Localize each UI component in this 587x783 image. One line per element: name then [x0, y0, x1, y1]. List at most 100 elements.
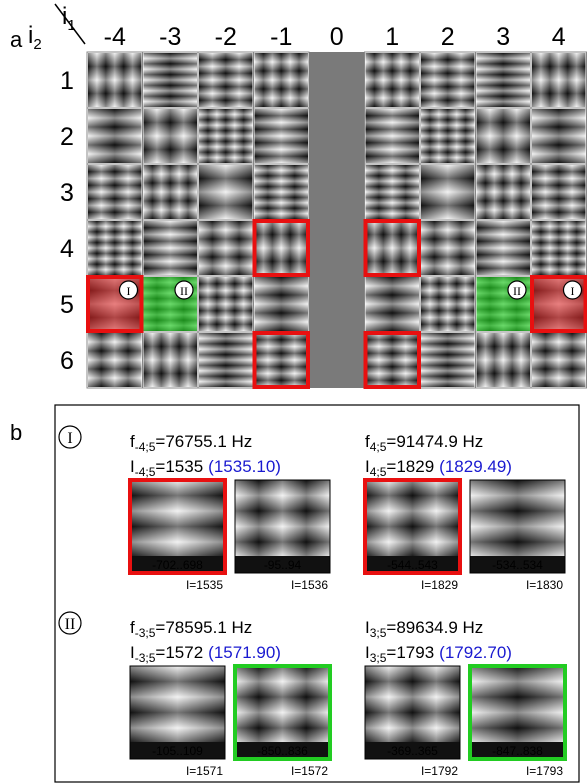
image-cell-shade	[144, 53, 198, 107]
marker-label: II	[180, 284, 188, 298]
column-label: -3	[159, 23, 181, 51]
image-cell-shade	[255, 333, 309, 387]
image-cell-shade	[366, 333, 420, 387]
center-cell	[309, 220, 365, 276]
frequency-value: =78595.1 Hz	[155, 618, 252, 637]
column-label: 4	[552, 23, 566, 51]
image-cell-shade	[532, 221, 586, 275]
image-cell-shade	[366, 53, 420, 107]
image-index: I=1829	[421, 578, 458, 592]
image-cell-shade	[144, 165, 198, 219]
frequency-value: =76755.1 Hz	[155, 432, 252, 451]
image-cell-shade	[88, 333, 142, 387]
image-cell-shade	[477, 53, 531, 107]
image-cell-shade	[366, 277, 420, 331]
marker-label: I	[127, 284, 131, 298]
image-cell-shade	[532, 109, 586, 163]
image-cell-shade	[366, 109, 420, 163]
marker-label: I	[571, 284, 575, 298]
column-label: 0	[330, 23, 344, 51]
center-cell	[309, 52, 365, 108]
image-cell-shade	[199, 109, 253, 163]
row-label: 2	[60, 123, 74, 151]
frequency-line: I3;5=89634.9 Hz	[365, 618, 483, 640]
index-line: I3;5=1793(1792.70)	[365, 643, 512, 665]
image-index: I=1535	[186, 578, 223, 592]
image-cell-shade	[477, 165, 531, 219]
image-cell-shade	[199, 53, 253, 107]
image-cell-shade	[421, 221, 475, 275]
frequency-line: f-3;5=78595.1 Hz	[130, 618, 252, 640]
image-cell-shade	[255, 53, 309, 107]
range-label: -850..836	[257, 744, 308, 758]
frequency-line: f4;5=91474.9 Hz	[365, 432, 483, 454]
figure: a i1 i2 b -4-3-2-101234123456IIIIIIIf-4;…	[0, 0, 587, 783]
panel-label: b	[10, 420, 22, 445]
range-label: -369..365	[387, 744, 438, 758]
frequency-sub: -4;5	[135, 440, 156, 454]
image-cell-shade	[199, 221, 253, 275]
index-sub: 3;5	[370, 651, 387, 665]
index-value: =1829	[386, 457, 434, 476]
marker-label: II	[65, 616, 76, 633]
image-cell-shade	[421, 277, 475, 331]
row-label: 3	[60, 179, 74, 207]
image-cell-shade	[255, 109, 309, 163]
index-value: =1793	[386, 643, 434, 662]
frequency-line: f-4;5=76755.1 Hz	[130, 432, 252, 454]
image-cell-shade	[477, 109, 531, 163]
image-cell-shade	[255, 221, 309, 275]
image-cell-shade	[421, 53, 475, 107]
marker-label: II	[513, 284, 521, 298]
index-sub: -4;5	[135, 465, 156, 479]
image-cell-shade	[199, 165, 253, 219]
image-cell-shade	[88, 53, 142, 107]
image-index: I=1793	[526, 764, 563, 778]
image-index: I=1792	[421, 764, 458, 778]
image-cell-shade	[144, 221, 198, 275]
index-line: I-3;5=1572(1571.90)	[130, 643, 281, 665]
range-label: -847..838	[492, 744, 543, 758]
column-label: -1	[270, 23, 292, 51]
center-cell	[309, 276, 365, 332]
index-line: I4;5=1829(1829.49)	[365, 457, 512, 479]
image-cell-shade	[88, 165, 142, 219]
image-cell-shade	[421, 165, 475, 219]
col-axis-sub: 1	[67, 17, 75, 34]
marker-label: I	[67, 430, 72, 447]
index-estimate: (1829.49)	[439, 457, 512, 476]
row-label: 1	[60, 67, 74, 95]
index-estimate: (1792.70)	[439, 643, 512, 662]
center-cell	[309, 108, 365, 164]
center-cell	[309, 332, 365, 388]
range-label: -105..109	[152, 744, 203, 758]
frequency-value: =89634.9 Hz	[386, 618, 483, 637]
range-label: -544..543	[387, 558, 438, 572]
row-label: 5	[60, 291, 74, 319]
range-label: -534..534	[492, 558, 543, 572]
image-index: I=1536	[291, 578, 328, 592]
image-cell-shade	[255, 277, 309, 331]
image-cell-shade	[199, 277, 253, 331]
image-cell-shade	[88, 109, 142, 163]
index-sub: -3;5	[135, 651, 156, 665]
image-cell-shade	[532, 333, 586, 387]
index-value: =1572	[155, 643, 203, 662]
image-index: I=1830	[526, 578, 563, 592]
image-cell-shade	[144, 333, 198, 387]
row-axis-sub: 2	[33, 36, 41, 53]
frequency-sub: 4;5	[370, 440, 387, 454]
index-line: I-4;5=1535(1535.10)	[130, 457, 281, 479]
column-label: 2	[441, 23, 455, 51]
image-cell-shade	[421, 333, 475, 387]
image-cell-shade	[144, 109, 198, 163]
column-label: 1	[385, 23, 399, 51]
image-cell-shade	[366, 165, 420, 219]
image-cell-shade	[421, 109, 475, 163]
frequency-value: =91474.9 Hz	[386, 432, 483, 451]
center-cell	[309, 164, 365, 220]
index-estimate: (1571.90)	[208, 643, 281, 662]
panel-label: a	[10, 27, 23, 52]
index-estimate: (1535.10)	[208, 457, 281, 476]
range-label: -95..94	[264, 558, 302, 572]
